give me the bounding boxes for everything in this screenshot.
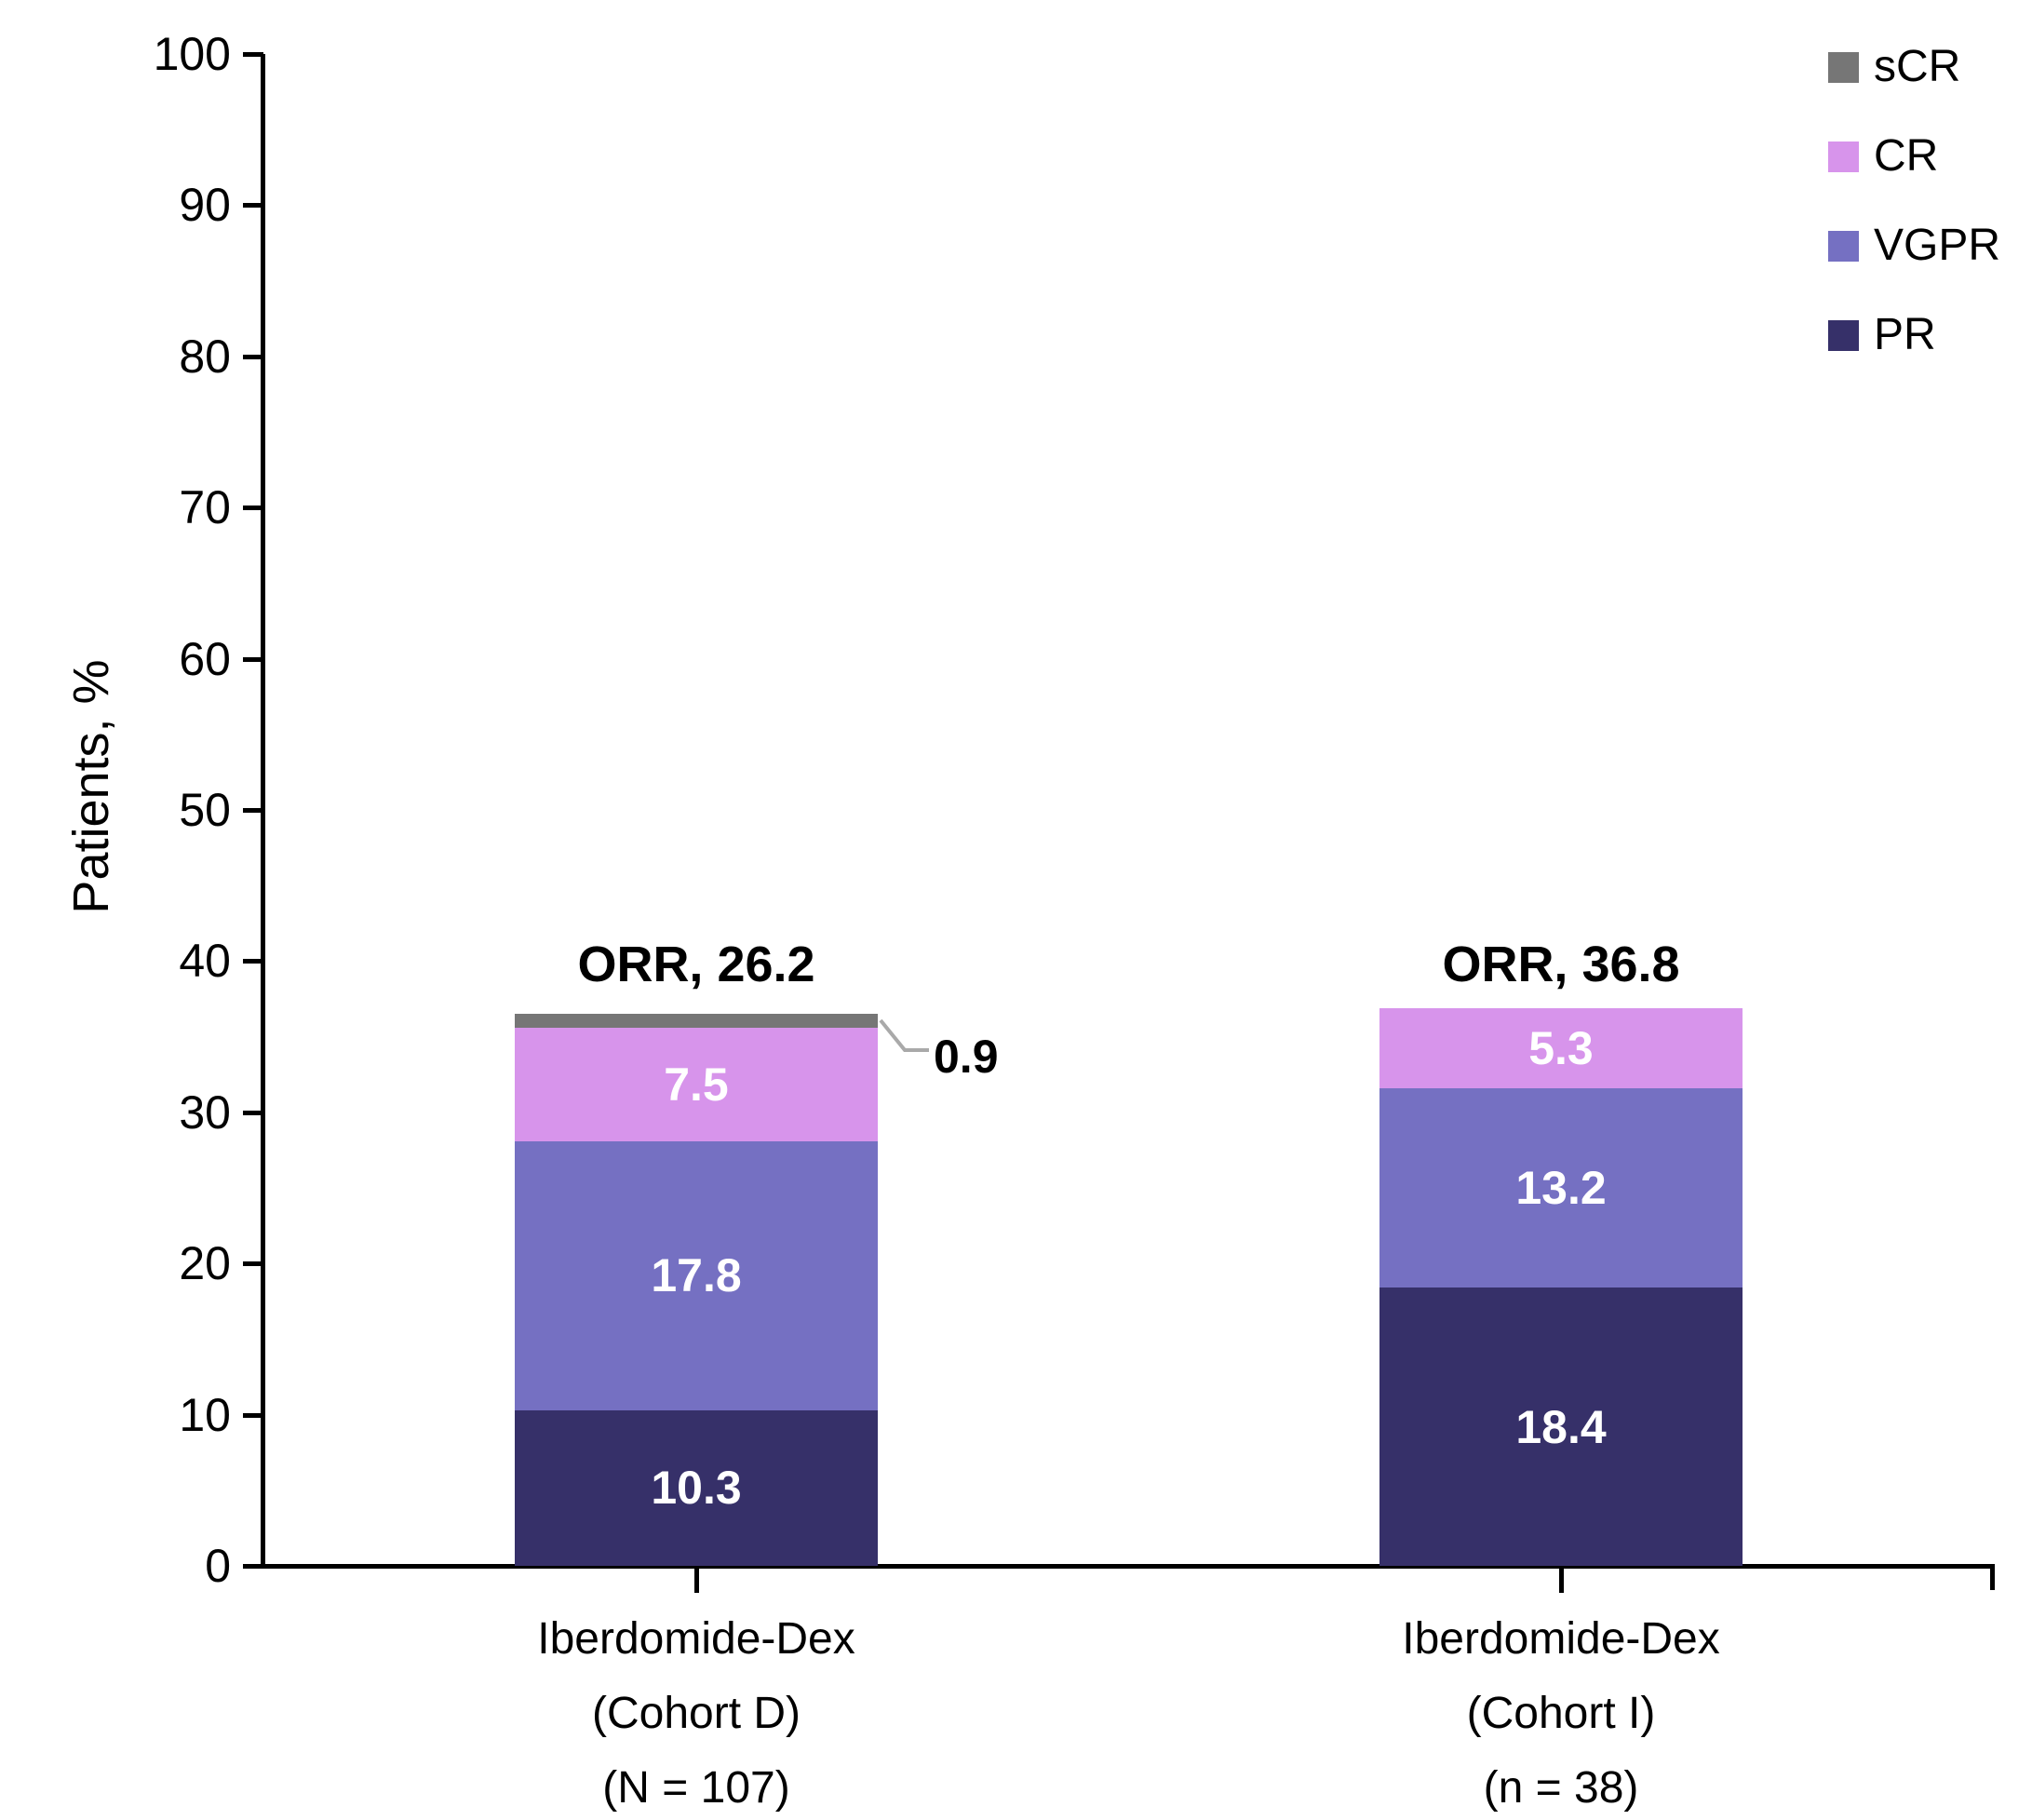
y-tick-label: 90 xyxy=(179,179,231,232)
y-tick-mark xyxy=(243,656,263,662)
y-tick-mark xyxy=(243,808,263,813)
x-tick-mark xyxy=(1559,1569,1564,1593)
pr-value-label: 18.4 xyxy=(1515,1400,1607,1453)
cr-value-label: 7.5 xyxy=(664,1058,729,1111)
y-tick-mark xyxy=(243,1564,263,1569)
y-tick-label: 60 xyxy=(179,632,231,685)
y-tick-label: 30 xyxy=(179,1085,231,1139)
legend-item-cr: CR xyxy=(1828,131,2000,181)
legend-label: sCR xyxy=(1874,42,1961,91)
legend-item-scr: sCR xyxy=(1828,42,2000,91)
y-tick-mark xyxy=(243,354,263,359)
y-tick-mark xyxy=(243,1110,263,1115)
legend-item-pr: PR xyxy=(1828,310,2000,359)
orr-annotation-cohort-d: ORR, 26.2 xyxy=(577,937,815,992)
bar-cohort-i: 18.4 13.2 5.3 xyxy=(1379,54,1743,1566)
y-tick-label: 40 xyxy=(179,935,231,988)
y-tick-label: 20 xyxy=(179,1237,231,1290)
y-tick-mark xyxy=(243,1261,263,1267)
y-tick-label: 0 xyxy=(205,1540,231,1592)
vgpr-segment: 13.2 xyxy=(1379,1087,1743,1288)
scr-value-callout: 0.9 xyxy=(934,1031,999,1083)
cr-value-label: 5.3 xyxy=(1528,1021,1594,1074)
scr-segment xyxy=(515,1014,878,1028)
pr-segment: 10.3 xyxy=(515,1409,878,1566)
y-tick-label: 70 xyxy=(179,481,231,534)
pr-value-label: 10.3 xyxy=(651,1462,742,1515)
scr-swatch-icon xyxy=(1828,51,1859,83)
y-tick-mark xyxy=(243,506,263,511)
x-label-line: Iberdomide-Dex xyxy=(537,1614,855,1664)
bar-cohort-d: 10.3 17.8 7.5 xyxy=(515,54,878,1566)
legend-label: PR xyxy=(1874,310,1936,359)
x-axis-line xyxy=(261,1564,1995,1569)
vgpr-segment: 17.8 xyxy=(515,1140,878,1410)
x-label-line: Iberdomide-Dex xyxy=(1402,1614,1720,1664)
vgpr-swatch-icon xyxy=(1828,230,1859,262)
y-tick-mark xyxy=(243,1412,263,1418)
x-label-cohort-d: Iberdomide-Dex (Cohort D) (N = 107) xyxy=(417,1602,976,1820)
pr-swatch-icon xyxy=(1828,319,1859,351)
y-tick-mark xyxy=(243,959,263,964)
x-tick-mark xyxy=(694,1569,699,1593)
y-tick-mark xyxy=(243,52,263,57)
y-tick-label: 80 xyxy=(179,330,231,383)
x-label-cohort-i: Iberdomide-Dex (Cohort I) (n = 38) xyxy=(1282,1602,1840,1820)
cr-segment: 7.5 xyxy=(515,1027,878,1141)
y-tick-mark xyxy=(243,203,263,209)
legend: sCR CR VGPR PR xyxy=(1828,42,2001,409)
cr-segment: 5.3 xyxy=(1379,1007,1743,1088)
x-label-line: (Cohort D) xyxy=(591,1689,801,1738)
y-tick-label: 10 xyxy=(179,1388,231,1441)
vgpr-value-label: 13.2 xyxy=(1515,1162,1607,1214)
x-label-line: (Cohort I) xyxy=(1466,1689,1656,1738)
x-axis-end-tick xyxy=(1990,1564,1995,1590)
legend-label: VGPR xyxy=(1874,221,2001,270)
legend-item-vgpr: VGPR xyxy=(1828,221,2001,270)
x-label-line: (N = 107) xyxy=(602,1763,790,1813)
legend-label: CR xyxy=(1874,131,1939,181)
y-tick-label: 100 xyxy=(153,28,231,80)
vgpr-value-label: 17.8 xyxy=(651,1249,742,1302)
y-tick-label: 50 xyxy=(179,784,231,836)
orr-annotation-cohort-i: ORR, 36.8 xyxy=(1442,937,1680,992)
pr-segment: 18.4 xyxy=(1379,1287,1743,1566)
x-label-line: (n = 38) xyxy=(1483,1763,1639,1813)
cr-swatch-icon xyxy=(1828,141,1859,172)
